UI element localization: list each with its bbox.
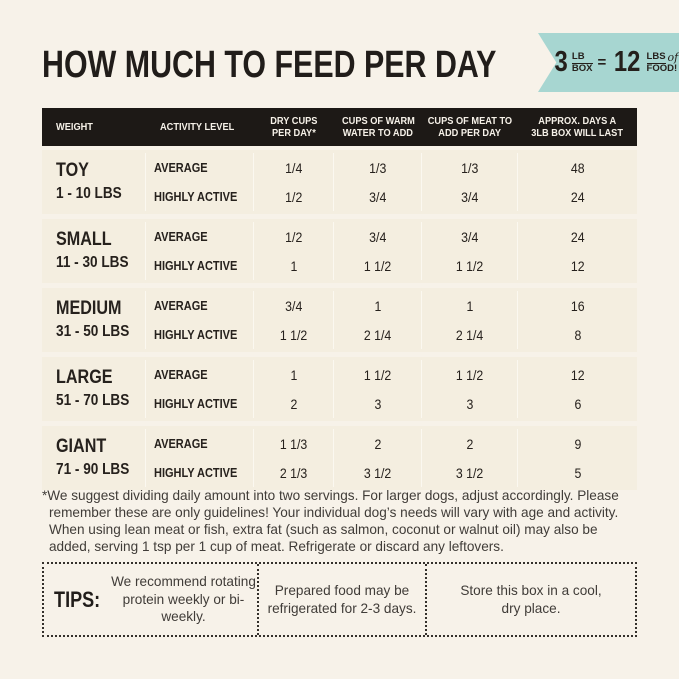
feeding-table-body: TOY 1 - 10 LBS AVERAGE 1/4 1/3 1/3 48 HI… xyxy=(42,150,637,490)
value-cell: 2 xyxy=(334,429,422,458)
value-cell: 1 1/2 xyxy=(422,251,518,280)
weight-cell: GIANT 71 - 90 LBS xyxy=(42,429,146,487)
value-cell: 8 xyxy=(574,326,581,343)
weight-cell: MEDIUM 31 - 50 LBS xyxy=(42,291,146,349)
value-cell: 1/3 xyxy=(334,153,422,182)
value-cell: 2 xyxy=(254,389,334,418)
value-cell: 1 1/3 xyxy=(254,429,334,458)
value-cell: 2 1/4 xyxy=(334,320,422,349)
value-cell: 3 xyxy=(334,389,422,418)
value-cell: 2 1/4 xyxy=(422,320,518,349)
footnote: *We suggest dividing daily amount into t… xyxy=(42,488,619,555)
value-cell: 24 xyxy=(570,188,585,205)
value-cell: 1 1/2 xyxy=(334,251,422,280)
weight-cell: TOY 1 - 10 LBS xyxy=(42,153,146,211)
table-header-days-box-lasts: APPROX. DAYS A 3LB BOX WILL LAST xyxy=(531,114,624,139)
activity-label-highly-active: HIGHLY ACTIVE xyxy=(146,389,254,418)
value-cell: 12 xyxy=(570,257,585,274)
table-header-row: WEIGHT ACTIVITY LEVEL DRY CUPS PER DAY* C… xyxy=(42,108,637,146)
table-header-warm-water: CUPS OF WARM WATER TO ADD xyxy=(341,114,415,139)
activity-label-average: AVERAGE xyxy=(146,153,254,182)
value-cell: 6 xyxy=(574,395,581,412)
value-cell: 1 xyxy=(422,291,518,320)
value-cell: 12 xyxy=(570,366,585,383)
value-cell: 1 1/2 xyxy=(422,360,518,389)
value-cell: 3/4 xyxy=(254,291,334,320)
activity-label-highly-active: HIGHLY ACTIVE xyxy=(146,182,254,211)
weight-cell: LARGE 51 - 70 LBS xyxy=(42,360,146,418)
badge-qty-12: 12 xyxy=(614,46,641,78)
value-cell: 3/4 xyxy=(422,182,518,211)
value-cell: 3 1/2 xyxy=(422,458,518,487)
value-cell: 1 xyxy=(334,291,422,320)
table-header-activity-level: ACTIVITY LEVEL xyxy=(160,120,235,133)
value-cell: 24 xyxy=(570,228,585,245)
value-cell: 5 xyxy=(574,464,581,481)
value-cell: 1 1/2 xyxy=(334,360,422,389)
value-cell: 2 1/3 xyxy=(254,458,334,487)
activity-label-average: AVERAGE xyxy=(146,360,254,389)
tips-label: TIPS: xyxy=(53,586,101,612)
value-cell: 1 1/2 xyxy=(254,320,334,349)
table-header-meat: CUPS OF MEAT TO ADD PER DAY xyxy=(427,114,513,139)
activity-label-average: AVERAGE xyxy=(146,291,254,320)
badge-qty-3: 3 xyxy=(554,46,568,78)
value-cell: 1 xyxy=(254,251,334,280)
activity-label-highly-active: HIGHLY ACTIVE xyxy=(146,458,254,487)
table-row-large: LARGE 51 - 70 LBS AVERAGE 1 1 1/2 1 1/2 … xyxy=(42,357,637,421)
value-cell: 1 xyxy=(254,360,334,389)
table-header-weight: WEIGHT xyxy=(56,120,93,133)
table-row-toy: TOY 1 - 10 LBS AVERAGE 1/4 1/3 1/3 48 HI… xyxy=(42,150,637,214)
value-cell: 3 xyxy=(422,389,518,418)
value-cell: 9 xyxy=(574,435,581,452)
value-cell: 1/3 xyxy=(422,153,518,182)
value-cell: 3/4 xyxy=(334,182,422,211)
activity-label-highly-active: HIGHLY ACTIVE xyxy=(146,320,254,349)
value-cell: 1/4 xyxy=(254,153,334,182)
badge-unit-lb-box: LB BOX xyxy=(571,50,593,74)
value-cell: 1/2 xyxy=(254,222,334,251)
tip-item-refrigerate: Prepared food may be refrigerated for 2-… xyxy=(257,564,425,635)
value-cell: 3/4 xyxy=(422,222,518,251)
value-cell: 3 1/2 xyxy=(334,458,422,487)
value-cell: 1/2 xyxy=(254,182,334,211)
weight-cell: SMALL 11 - 30 LBS xyxy=(42,222,146,280)
activity-label-average: AVERAGE xyxy=(146,429,254,458)
page-title: HOW MUCH TO FEED PER DAY xyxy=(42,44,497,86)
value-cell: 3/4 xyxy=(334,222,422,251)
activity-label-highly-active: HIGHLY ACTIVE xyxy=(146,251,254,280)
table-row-giant: GIANT 71 - 90 LBS AVERAGE 1 1/3 2 2 9 HI… xyxy=(42,426,637,490)
value-cell: 2 xyxy=(422,429,518,458)
tips-box: TIPS: We recommend rotating protein week… xyxy=(42,562,637,637)
badge-script-of: of xyxy=(667,50,679,64)
equals-sign: = xyxy=(597,54,607,71)
activity-label-average: AVERAGE xyxy=(146,222,254,251)
table-row-small: SMALL 11 - 30 LBS AVERAGE 1/2 3/4 3/4 24… xyxy=(42,219,637,283)
table-header-dry-cups: DRY CUPS PER DAY* xyxy=(270,114,318,139)
tip-item-storage: Store this box in a cool, dry place. xyxy=(425,564,635,635)
table-row-medium: MEDIUM 31 - 50 LBS AVERAGE 3/4 1 1 16 HI… xyxy=(42,288,637,352)
ratio-badge: 3 LB BOX = 12 LBS of FOOD! xyxy=(538,33,679,92)
value-cell: 48 xyxy=(570,159,585,176)
tip-item-rotate-protein: We recommend rotating protein weekly or … xyxy=(111,573,256,625)
value-cell: 16 xyxy=(570,297,585,314)
badge-unit-lbs-food: LBS of FOOD! xyxy=(646,50,679,74)
